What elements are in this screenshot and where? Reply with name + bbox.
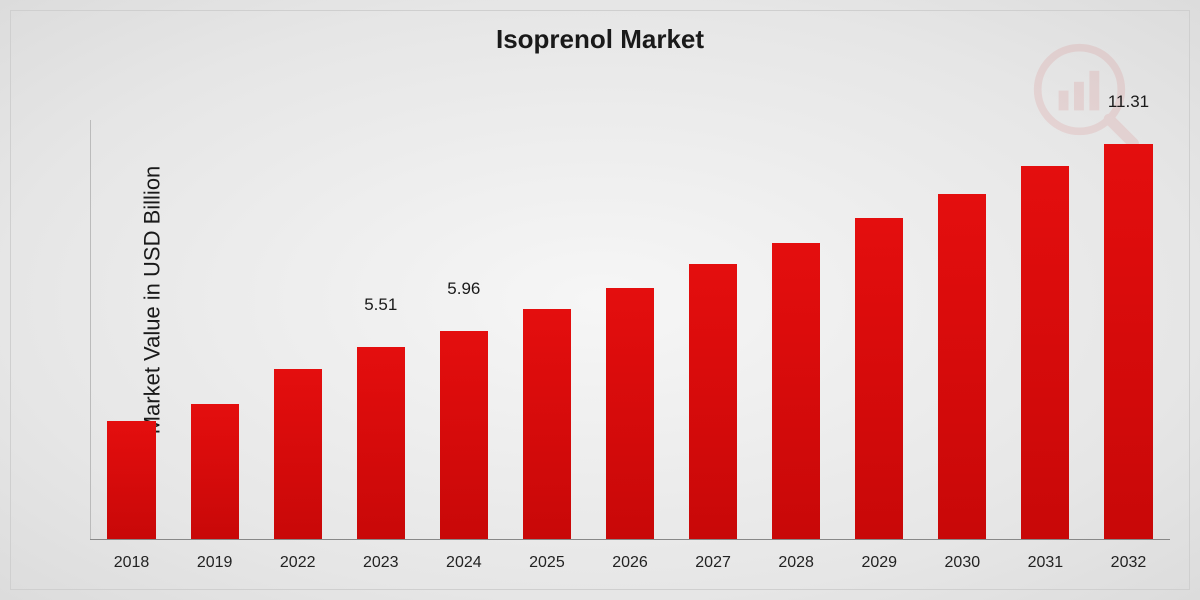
x-tick-label: 2029 (838, 554, 921, 572)
value-label: 5.96 (447, 279, 480, 305)
x-tick-label: 2018 (90, 554, 173, 572)
x-tick-label: 2019 (173, 554, 256, 572)
bar (523, 309, 571, 540)
bar-slot (256, 120, 339, 540)
bar-slot (173, 120, 256, 540)
bar-slot (90, 120, 173, 540)
bar (357, 347, 405, 540)
x-tick-label: 2032 (1087, 554, 1170, 572)
plot-area: 5.51 5.96 11.31 (90, 120, 1170, 540)
bar-slot (1004, 120, 1087, 540)
bar (274, 369, 322, 541)
value-label: 11.31 (1108, 92, 1149, 118)
x-tick-label: 2025 (505, 554, 588, 572)
x-tick-label: 2023 (339, 554, 422, 572)
bar (689, 264, 737, 541)
bar (440, 331, 488, 540)
bar-slot (505, 120, 588, 540)
bar (855, 218, 903, 540)
bar (1021, 166, 1069, 541)
bar-slot (588, 120, 671, 540)
bar (191, 404, 239, 541)
bar (1104, 144, 1152, 540)
x-tick-label: 2024 (422, 554, 505, 572)
bar (107, 421, 155, 540)
bar (938, 194, 986, 541)
x-tick-label: 2030 (921, 554, 1004, 572)
x-tick-label: 2027 (672, 554, 755, 572)
bar-slot (672, 120, 755, 540)
bar-slot (838, 120, 921, 540)
bar (606, 288, 654, 540)
value-label: 5.51 (364, 295, 397, 321)
bar-slot: 5.96 (422, 120, 505, 540)
x-axis-line (90, 539, 1170, 540)
bar-slot (921, 120, 1004, 540)
x-tick-label: 2028 (755, 554, 838, 572)
bar-slot: 11.31 (1087, 120, 1170, 540)
bar-slot (755, 120, 838, 540)
bar (772, 243, 820, 541)
chart-title: Isoprenol Market (0, 24, 1200, 55)
x-tick-label: 2026 (588, 554, 671, 572)
x-tick-label: 2022 (256, 554, 339, 572)
x-axis-labels: 2018201920222023202420252026202720282029… (90, 554, 1170, 572)
bar-slot: 5.51 (339, 120, 422, 540)
x-tick-label: 2031 (1004, 554, 1087, 572)
